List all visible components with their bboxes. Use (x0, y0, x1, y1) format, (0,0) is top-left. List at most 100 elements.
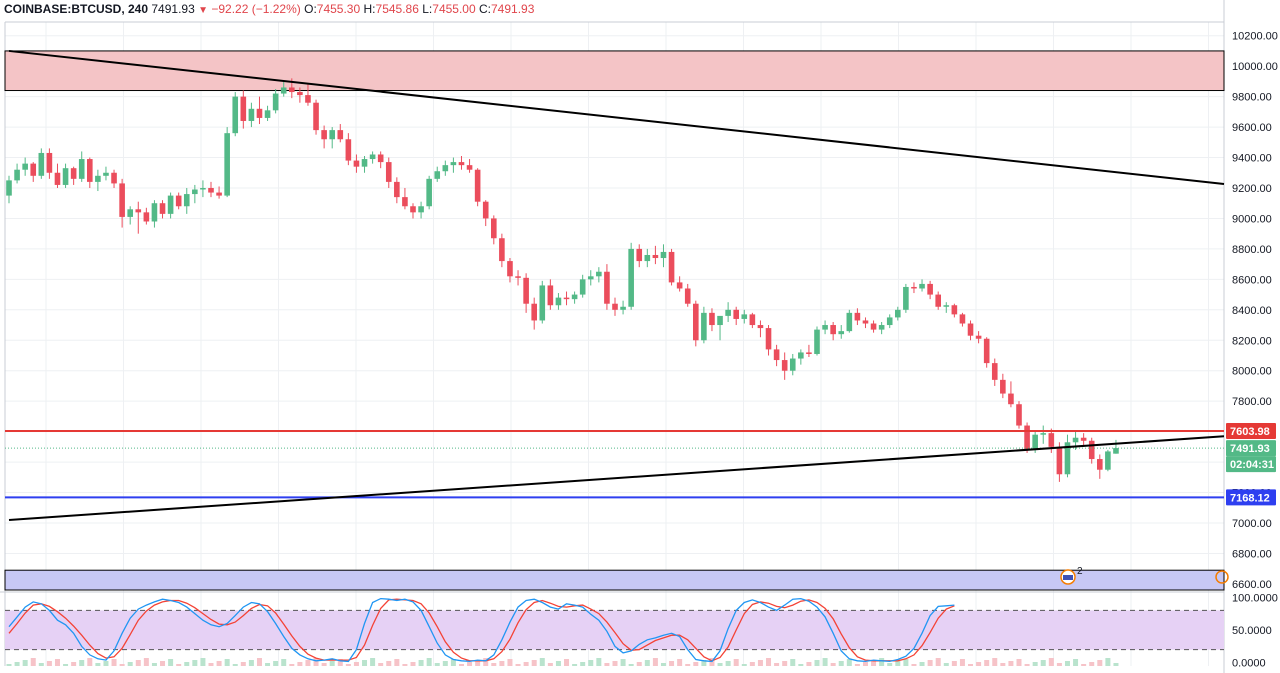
candle-down (684, 288, 691, 304)
price-tick-label: 10000.00 (1232, 61, 1278, 73)
volume-bar (782, 661, 788, 666)
volume-bar (160, 661, 166, 666)
volume-bar (1048, 658, 1054, 666)
volume-bar (555, 661, 561, 666)
candle-down (636, 248, 643, 262)
volume-bar (774, 663, 780, 666)
candle-down (305, 95, 311, 103)
volume-bar (426, 658, 432, 666)
price-tick-label: 9000.00 (1232, 213, 1272, 225)
price-tick-label: 10200.00 (1232, 31, 1278, 43)
symbol-label: COINBASE:BTCUSD, 240 (4, 2, 149, 16)
price-tick-label: 9400.00 (1232, 153, 1272, 165)
candle-down (604, 271, 610, 304)
chart-header: COINBASE:BTCUSD, 240 7491.93 ▼ −92.22 (−… (0, 0, 904, 20)
volume-bar (1056, 663, 1062, 666)
candle-down (765, 328, 772, 350)
volume-bar (370, 658, 376, 666)
volume-bar (79, 660, 85, 666)
volume-bar (992, 658, 998, 666)
volume-bar (353, 662, 359, 666)
volume-bar (733, 659, 739, 666)
volume-bar (846, 659, 852, 666)
candle-down (1048, 433, 1055, 447)
candle-up (798, 352, 804, 359)
volume-bar (588, 660, 594, 666)
volume-bar (822, 658, 828, 666)
volume-bar (976, 662, 982, 666)
candle-up (717, 315, 723, 326)
resistance-zone (4, 50, 1225, 92)
candle-up (95, 175, 101, 182)
volume-bar (458, 664, 464, 666)
candle-up (1040, 433, 1047, 435)
volume-bar (701, 660, 707, 666)
candle-down (1080, 437, 1087, 441)
candle-down (1056, 446, 1063, 475)
candle-down (830, 325, 836, 335)
volume-bar (192, 660, 198, 666)
volume-bar (386, 661, 392, 666)
candle-down (499, 238, 505, 262)
candle-down (135, 209, 142, 213)
volume-bar (224, 659, 230, 666)
volume-bar (248, 660, 254, 666)
high-value: 7545.86 (375, 2, 419, 16)
candle-down (111, 172, 117, 184)
candle-up (822, 325, 828, 330)
resistance-price-tag: 7603.98 (1230, 426, 1270, 438)
candle-down (668, 251, 675, 283)
volume-bar (790, 659, 796, 666)
candle-up (103, 172, 109, 176)
candle-up (361, 159, 368, 167)
levels-and-trendlines: 2 (5, 49, 1229, 585)
candle-down (515, 276, 521, 278)
volume-bar (240, 662, 246, 666)
candle-down (854, 312, 861, 321)
volume-bar (1113, 663, 1119, 666)
volume-bar (547, 663, 553, 666)
candle-down (975, 335, 982, 339)
volume-bar (580, 662, 586, 666)
volume-bar (644, 660, 650, 666)
volume-bar (515, 664, 521, 666)
candle-up (192, 189, 198, 195)
stoch-tick-label: 0.0000 (1232, 658, 1266, 670)
candle-down (321, 130, 327, 140)
candle-down (507, 261, 513, 277)
candle-down (911, 286, 917, 289)
price-tick-label: 8600.00 (1232, 274, 1272, 286)
last-price-tag-bg (1226, 440, 1276, 457)
volume-bar (30, 658, 36, 666)
candle-up (14, 169, 20, 181)
price-tick-label: 8000.00 (1232, 366, 1272, 378)
volume-bar (766, 658, 772, 666)
candle-up (232, 96, 239, 134)
volume-bar (281, 659, 287, 666)
candle-down (297, 92, 303, 96)
volume-bar (1089, 662, 1095, 666)
volume-bar (1073, 659, 1079, 666)
candle-down (30, 163, 37, 176)
support-price-tag-bg (1226, 489, 1276, 506)
candle-down (523, 277, 529, 304)
volume-bar (321, 663, 327, 666)
candles (6, 78, 1119, 482)
stoch-band (5, 610, 1224, 650)
candle-down (733, 309, 739, 319)
candle-up (151, 203, 158, 222)
volume-bar (717, 663, 723, 666)
candle-up (1032, 434, 1038, 450)
resistance-price-tag-bg (1226, 423, 1276, 440)
volume-bar (71, 662, 77, 666)
candle-down (563, 297, 570, 300)
candle-up (329, 130, 335, 140)
candle-up (450, 162, 457, 166)
candle-up (1113, 448, 1119, 454)
candle-up (571, 294, 578, 300)
volume-bar (176, 664, 182, 666)
candle-down (749, 314, 756, 326)
candle-down (491, 218, 497, 239)
volume-bar (660, 663, 666, 666)
